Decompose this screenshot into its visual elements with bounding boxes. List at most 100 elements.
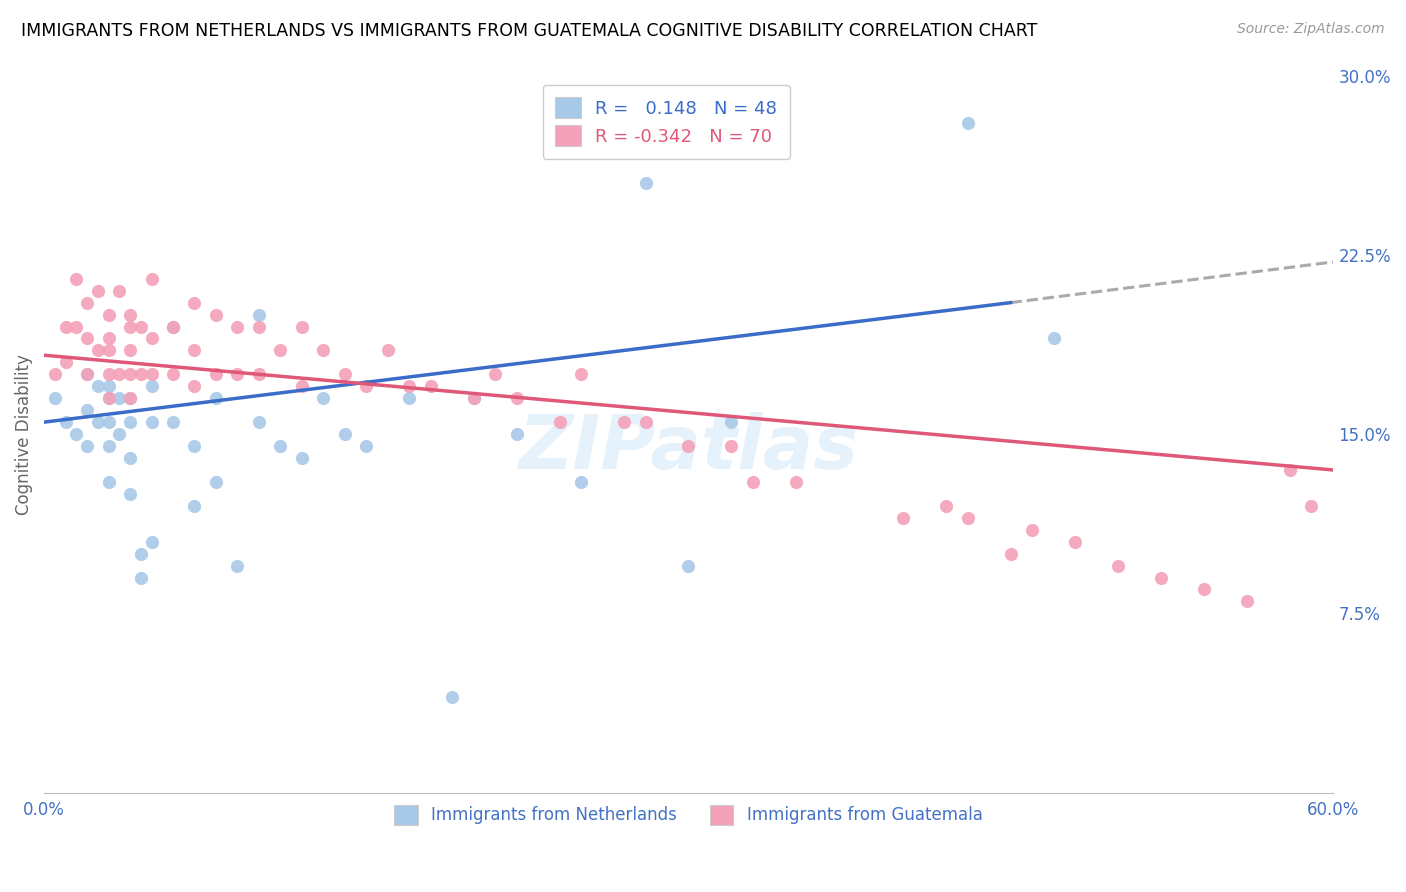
Point	[291, 319, 314, 334]
Point	[76, 403, 98, 417]
Point	[76, 295, 98, 310]
Point	[87, 284, 110, 298]
Point	[956, 510, 979, 524]
Point	[141, 415, 163, 429]
Text: ZIPatlas: ZIPatlas	[519, 412, 859, 485]
Point	[141, 331, 163, 345]
Point	[76, 368, 98, 382]
Point	[141, 534, 163, 549]
Point	[1301, 499, 1323, 513]
Point	[129, 570, 152, 584]
Point	[118, 450, 141, 465]
Point	[108, 368, 131, 382]
Point	[183, 343, 205, 358]
Point	[97, 343, 120, 358]
Point	[129, 319, 152, 334]
Point	[65, 271, 87, 285]
Point	[1192, 582, 1215, 597]
Point	[463, 391, 485, 405]
Point	[205, 475, 228, 489]
Point	[247, 319, 270, 334]
Point	[1042, 331, 1064, 345]
Point	[569, 475, 592, 489]
Point	[97, 308, 120, 322]
Point	[1150, 570, 1173, 584]
Point	[419, 379, 441, 393]
Point	[97, 368, 120, 382]
Point	[505, 391, 527, 405]
Point	[55, 415, 77, 429]
Point	[76, 439, 98, 453]
Point	[548, 415, 571, 429]
Legend: Immigrants from Netherlands, Immigrants from Guatemala: Immigrants from Netherlands, Immigrants …	[384, 796, 993, 835]
Point	[76, 331, 98, 345]
Point	[678, 558, 700, 573]
Point	[720, 415, 742, 429]
Point	[162, 319, 184, 334]
Point	[205, 368, 228, 382]
Point	[634, 176, 657, 190]
Point	[720, 439, 742, 453]
Point	[891, 510, 914, 524]
Point	[377, 343, 399, 358]
Point	[108, 391, 131, 405]
Point	[97, 331, 120, 345]
Point	[55, 319, 77, 334]
Point	[118, 391, 141, 405]
Point	[87, 343, 110, 358]
Point	[956, 116, 979, 130]
Y-axis label: Cognitive Disability: Cognitive Disability	[15, 353, 32, 515]
Point	[1021, 523, 1043, 537]
Point	[441, 690, 464, 704]
Text: IMMIGRANTS FROM NETHERLANDS VS IMMIGRANTS FROM GUATEMALA COGNITIVE DISABILITY CO: IMMIGRANTS FROM NETHERLANDS VS IMMIGRANT…	[21, 22, 1038, 40]
Point	[108, 284, 131, 298]
Point	[108, 427, 131, 442]
Point	[291, 379, 314, 393]
Point	[118, 319, 141, 334]
Point	[247, 308, 270, 322]
Point	[205, 308, 228, 322]
Point	[162, 415, 184, 429]
Point	[226, 558, 249, 573]
Point	[87, 415, 110, 429]
Point	[183, 439, 205, 453]
Point	[356, 379, 378, 393]
Point	[65, 319, 87, 334]
Point	[183, 499, 205, 513]
Point	[76, 368, 98, 382]
Point	[333, 368, 356, 382]
Point	[1064, 534, 1087, 549]
Point	[97, 391, 120, 405]
Point	[162, 368, 184, 382]
Point	[129, 547, 152, 561]
Point	[463, 391, 485, 405]
Point	[118, 308, 141, 322]
Point	[312, 391, 335, 405]
Point	[356, 439, 378, 453]
Point	[97, 379, 120, 393]
Point	[247, 368, 270, 382]
Point	[484, 368, 506, 382]
Point	[505, 427, 527, 442]
Point	[118, 343, 141, 358]
Point	[398, 391, 420, 405]
Point	[44, 391, 66, 405]
Point	[398, 379, 420, 393]
Point	[935, 499, 957, 513]
Point	[183, 295, 205, 310]
Point	[162, 319, 184, 334]
Point	[97, 415, 120, 429]
Point	[97, 391, 120, 405]
Point	[97, 475, 120, 489]
Point	[1278, 463, 1301, 477]
Point	[678, 439, 700, 453]
Point	[785, 475, 807, 489]
Point	[613, 415, 636, 429]
Point	[312, 343, 335, 358]
Point	[1000, 547, 1022, 561]
Point	[129, 368, 152, 382]
Point	[44, 368, 66, 382]
Point	[183, 379, 205, 393]
Point	[55, 355, 77, 369]
Point	[118, 487, 141, 501]
